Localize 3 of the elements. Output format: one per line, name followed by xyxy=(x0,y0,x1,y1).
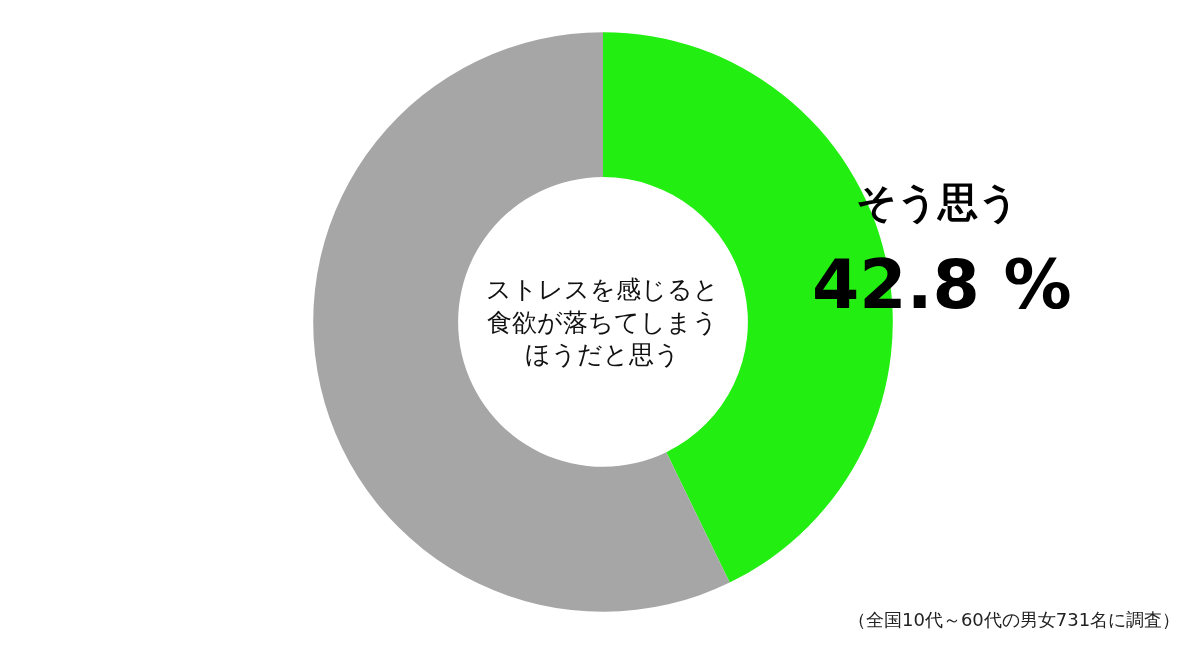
text: （全国10代～60代の男女731名に調査） xyxy=(848,609,1181,630)
text: ストレスを感じると食欲が落ちてしまうほうだと思う xyxy=(486,275,719,369)
donut-slice xyxy=(313,32,730,612)
